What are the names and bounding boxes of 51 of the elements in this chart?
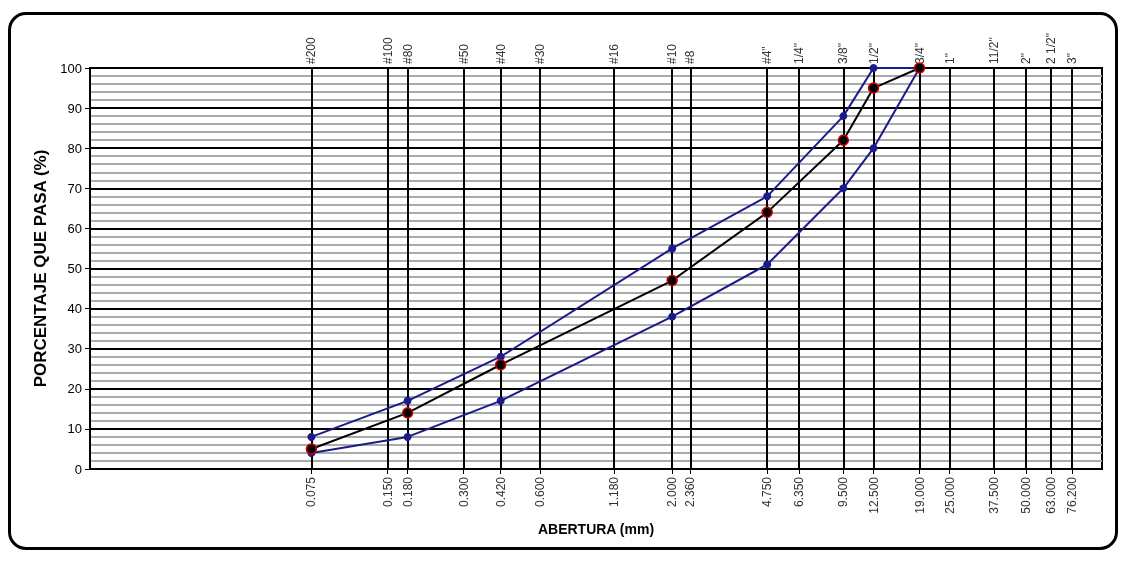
x-tick-label: 2.000 [665, 476, 680, 508]
x-tick-label: 9.500 [836, 476, 851, 508]
text: #100 [380, 36, 395, 64]
text: 3/4" [912, 43, 927, 64]
y-tick-label: 0 [74, 461, 82, 477]
y-tick-label: 50 [67, 261, 82, 276]
text: 2" [1018, 53, 1033, 64]
text: #8 [683, 50, 698, 64]
text: 1/4" [792, 43, 807, 64]
text: #16 [607, 43, 622, 64]
x-tick-label: 25.000 [942, 476, 957, 514]
x-tick-label: 0.420 [493, 476, 508, 508]
text: 11/2" [987, 37, 1002, 64]
x-tick-label: 4.750 [760, 476, 775, 508]
x-tick-label: 19.000 [912, 476, 927, 514]
x-tick-label: 0.600 [532, 476, 547, 508]
text: #4" [760, 46, 775, 64]
text: 2 1/2" [1044, 33, 1059, 64]
y-tick-label: 10 [67, 421, 82, 437]
x-tick-label: 2.360 [683, 476, 698, 508]
text: #200 [304, 36, 319, 64]
y-axis-title: PORCENTAJE QUE PASA (%) [31, 149, 51, 388]
x-tick-label: 6.350 [792, 476, 807, 508]
x-tick-label: 50.000 [1018, 476, 1033, 514]
text: #10 [665, 43, 680, 64]
text: 1/2" [866, 43, 881, 64]
x-axis-title: ABERTURA (mm) [537, 520, 655, 537]
y-tick-label: 40 [67, 301, 82, 317]
y-tick-label: 80 [67, 140, 82, 156]
y-tick-label: 30 [67, 341, 82, 357]
text: #80 [400, 43, 415, 64]
text: 3/8" [836, 43, 851, 64]
text: #30 [532, 43, 547, 64]
x-tick-label: 0.075 [304, 476, 319, 508]
y-tick-label: 100 [60, 60, 82, 76]
text: 3" [1065, 53, 1080, 64]
x-tick-label: 0.300 [456, 476, 471, 508]
text: 1" [942, 53, 957, 64]
y-tick-label: 60 [67, 220, 82, 236]
y-tick-label: 70 [67, 180, 82, 196]
x-tick-label: 0.150 [380, 476, 395, 508]
x-tick-label: 76.200 [1065, 476, 1080, 514]
y-tick-label: 90 [67, 100, 82, 116]
x-tick-label: 0.180 [400, 476, 415, 508]
text: #40 [493, 43, 508, 64]
x-tick-label: 37.500 [987, 476, 1002, 514]
text: #50 [456, 43, 471, 64]
x-tick-label: 12.500 [866, 476, 881, 514]
x-tick-label: 63.000 [1044, 476, 1059, 514]
y-tick-label: 20 [67, 381, 82, 397]
x-tick-label: 1.180 [607, 476, 622, 508]
